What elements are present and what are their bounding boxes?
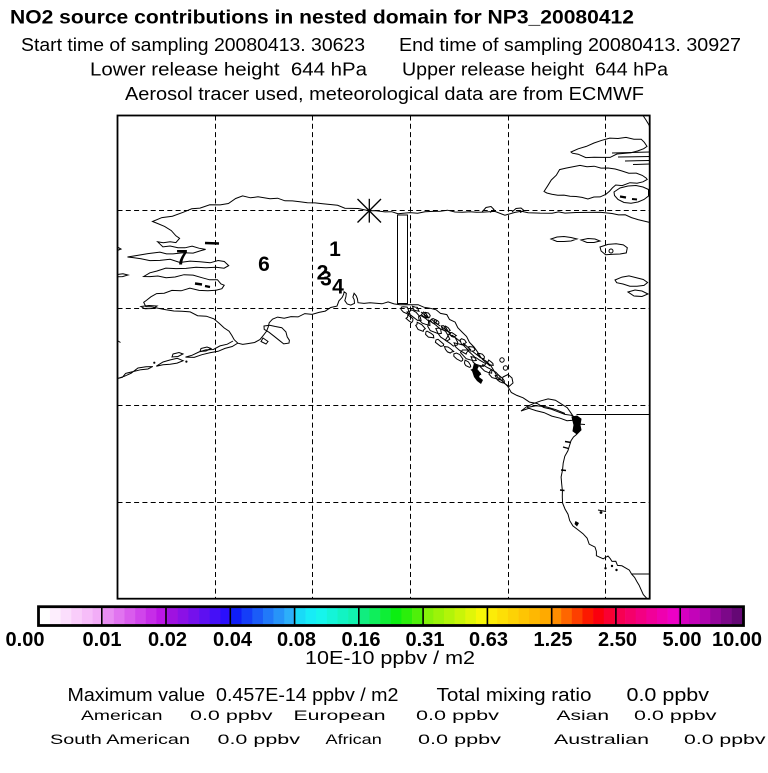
svg-text:2: 2: [317, 262, 329, 285]
svg-text:European: European: [294, 707, 386, 723]
svg-text:0.0 ppbv: 0.0 ppbv: [218, 731, 301, 747]
svg-text:0.0 ppbv: 0.0 ppbv: [190, 707, 273, 723]
svg-text:0.08: 0.08: [277, 629, 316, 651]
svg-text:0.0 ppbv: 0.0 ppbv: [684, 731, 766, 747]
svg-text:Maximum value 0.457E-14 ppbv: Maximum value 0.457E-14 ppbv / m2: [68, 685, 399, 705]
svg-text:0.02: 0.02: [148, 629, 187, 651]
svg-text:10E-10 ppbv / m2: 10E-10 ppbv / m2: [305, 648, 475, 668]
svg-text:0.0 ppbv: 0.0 ppbv: [634, 707, 717, 723]
svg-text:0.16: 0.16: [342, 629, 381, 651]
svg-text:Asian: Asian: [557, 707, 610, 723]
svg-text:Start time of sampling 2008041: Start time of sampling 20080413. 30623: [21, 35, 365, 55]
svg-text:Total mixing ratio: Total mixing ratio: [437, 685, 592, 705]
svg-text:0.00: 0.00: [6, 629, 45, 651]
svg-text:0.0 ppbv: 0.0 ppbv: [627, 685, 710, 705]
svg-text:7: 7: [176, 247, 188, 270]
svg-text:5.00: 5.00: [663, 629, 702, 651]
svg-text:African: African: [326, 731, 382, 747]
svg-text:Australian: Australian: [554, 731, 649, 747]
svg-text:Upper release height 644 hPa: Upper release height 644 hPa: [402, 60, 669, 80]
svg-text:10.00: 10.00: [712, 629, 762, 651]
svg-text:6: 6: [258, 253, 270, 276]
svg-text:0.63: 0.63: [469, 629, 508, 651]
svg-text:0.04: 0.04: [213, 629, 253, 651]
svg-text:0.31: 0.31: [406, 629, 445, 651]
svg-text:0.0 ppbv: 0.0 ppbv: [418, 731, 501, 747]
svg-text:2.50: 2.50: [598, 629, 637, 651]
svg-text:1: 1: [329, 238, 341, 261]
svg-text:0.0 ppbv: 0.0 ppbv: [416, 707, 499, 723]
svg-text:Lower release height 644 hPa: Lower release height 644 hPa: [90, 60, 368, 80]
svg-text:NO2 source contributions in ne: NO2 source contributions in nested domai…: [10, 8, 634, 29]
svg-text:Aerosol tracer used, meteorolo: Aerosol tracer used, meteorological data…: [125, 84, 644, 104]
svg-text:American: American: [81, 707, 163, 723]
svg-text:End time of sampling 20080413.: End time of sampling 20080413. 30927: [399, 35, 741, 55]
svg-text:4: 4: [332, 276, 344, 299]
svg-text:0.01: 0.01: [83, 629, 122, 651]
svg-text:3: 3: [320, 268, 332, 291]
svg-text:South American: South American: [50, 731, 190, 747]
svg-text:1.25: 1.25: [534, 629, 573, 651]
